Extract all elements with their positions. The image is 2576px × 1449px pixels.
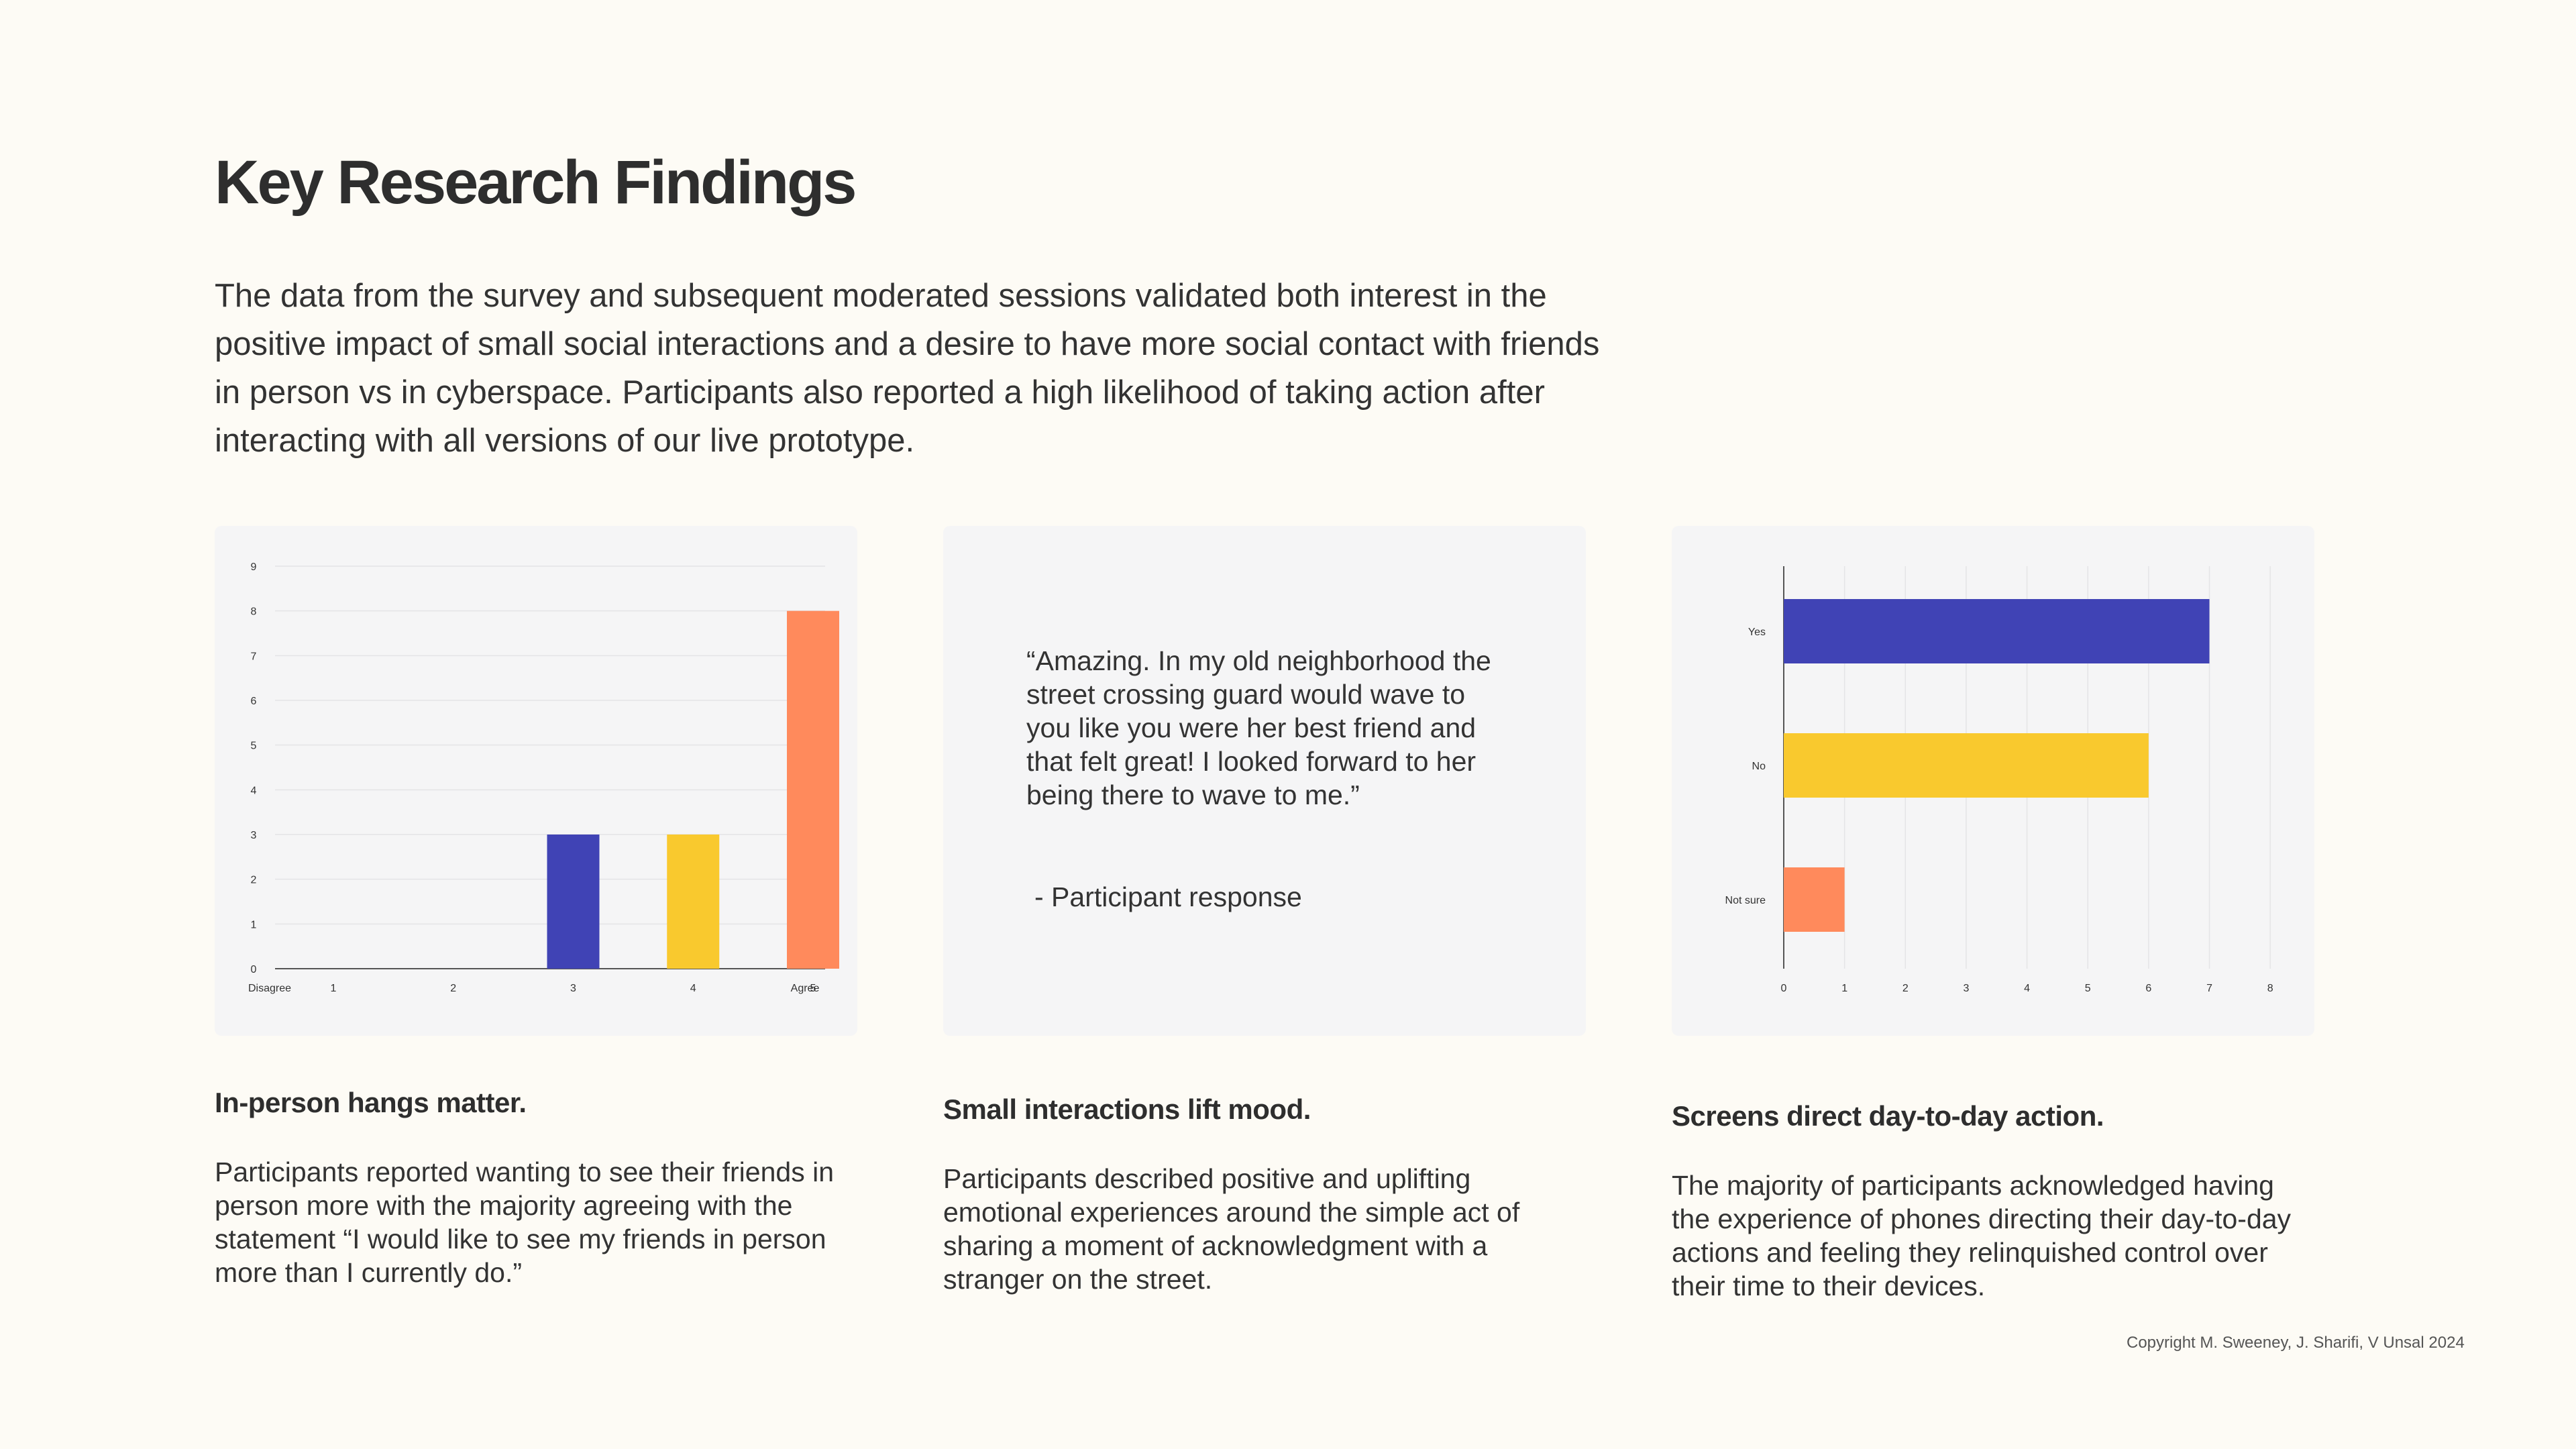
y-tick-label: 5 (251, 741, 257, 752)
bar (1784, 599, 2210, 663)
x-tick-label: 1 (331, 983, 337, 994)
bar (667, 835, 720, 969)
finding-title: Small interactions lift mood. (943, 1093, 1311, 1125)
y-tick-label: 0 (251, 964, 257, 975)
y-tick-label: 2 (251, 875, 257, 886)
x-tick-label: 5 (2085, 983, 2091, 994)
x-tick-label: 3 (570, 983, 576, 994)
finding-title: In-person hangs matter. (215, 1087, 527, 1118)
x-tick-label: 0 (1781, 983, 1787, 994)
response-bar-chart: 0 1 2 3 4 5 6 7 8 Yes No Not sure (1725, 566, 2273, 994)
y-tick-label: 1 (251, 919, 257, 930)
x-tick-label: 8 (2267, 983, 2273, 994)
x-tick-label: 4 (690, 983, 696, 994)
x-tick-label: 2 (450, 983, 456, 994)
x-tick-label: 6 (2145, 983, 2151, 994)
y-category-label: No (1752, 761, 1766, 772)
x-end-label-agree: Agree (791, 983, 820, 994)
y-category-label: Yes (1748, 627, 1766, 638)
finding-body: Participants reported wanting to see the… (215, 1157, 835, 1288)
copyright-notice: Copyright M. Sweeney, J. Sharifi, V Unsa… (2127, 1334, 2465, 1352)
agreement-bar-chart: 0 1 2 3 4 5 6 7 8 9 1 2 3 4 5 Disagree Agree (248, 561, 839, 994)
y-tick-label: 8 (251, 606, 257, 618)
x-tick-label: 1 (1841, 983, 1847, 994)
x-tick-label: 4 (2024, 983, 2030, 994)
bar (787, 610, 839, 969)
y-tick-label: 3 (251, 830, 257, 841)
agreement-chart-card: 0 1 2 3 4 5 6 7 8 9 1 2 3 4 5 Disagree Agree (215, 526, 857, 1036)
y-tick-label: 6 (251, 696, 257, 707)
finding-body: The majority of participants acknowledge… (1672, 1170, 2292, 1301)
bar (1784, 733, 2149, 798)
x-tick-label: 2 (1902, 983, 1909, 994)
intro-paragraph: The data from the survey and subsequent … (215, 278, 1600, 459)
y-tick-label: 4 (251, 785, 257, 796)
y-tick-label: 7 (251, 651, 257, 662)
finding-title: Screens direct day-to-day action. (1672, 1100, 2104, 1132)
quote-attribution: - Participant response (1034, 881, 1302, 912)
x-end-label-disagree: Disagree (248, 983, 291, 994)
x-tick-label: 3 (1963, 983, 1969, 994)
y-tick-label: 9 (251, 561, 257, 573)
participant-quote: “Amazing. In my old neighborhood the str… (1026, 645, 1491, 810)
response-chart-card: 0 1 2 3 4 5 6 7 8 Yes No Not sure (1672, 526, 2314, 1036)
bar (1784, 867, 1845, 932)
finding-body: Participants described positive and upli… (943, 1163, 1520, 1295)
page-title: Key Research Findings (215, 148, 857, 217)
x-tick-label: 5 (810, 983, 816, 994)
y-category-label: Not sure (1725, 895, 1766, 906)
quote-card: “Amazing. In my old neighborhood the str… (943, 526, 1586, 1036)
x-tick-label: 7 (2206, 983, 2212, 994)
bar (547, 835, 600, 969)
